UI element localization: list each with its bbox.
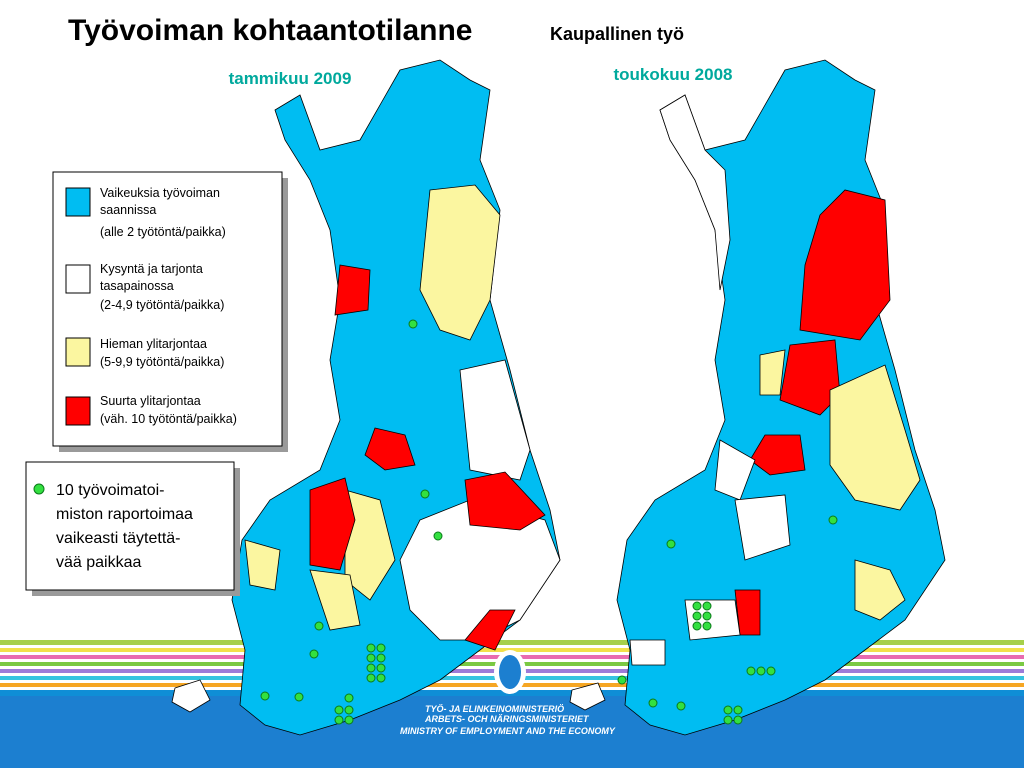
- note-text: 10 työvoimatoi-: [56, 482, 165, 499]
- legend: Vaikeuksia työvoiman saannissa (alle 2 t…: [52, 171, 288, 452]
- island: [569, 682, 606, 711]
- region-red: [334, 264, 371, 316]
- map-label: tammikuu 2009: [229, 69, 352, 88]
- region-red: [464, 471, 546, 531]
- map: [569, 59, 946, 736]
- island: [171, 679, 211, 713]
- legend-text: (5-9,9 työtöntä/paikka): [100, 355, 224, 369]
- region-yellow: [759, 349, 786, 396]
- logo: TYÖ- JA ELINKEINOMINISTERIÖ ARBETS- OCH …: [400, 650, 616, 736]
- legend-text: tasapainossa: [100, 279, 174, 293]
- legend-text: (alle 2 työtöntä/paikka): [100, 225, 226, 239]
- region-white: [734, 494, 791, 561]
- region-red: [464, 609, 516, 651]
- logo-line: TYÖ- JA ELINKEINOMINISTERIÖ: [425, 704, 564, 714]
- legend-text: saannissa: [100, 203, 156, 217]
- legend-text: Vaikeuksia työvoiman: [100, 186, 220, 200]
- region-white: [629, 639, 666, 666]
- title: Työvoiman kohtaantotilanne: [68, 14, 473, 47]
- legend-text: Kysyntä ja tarjonta: [100, 262, 203, 276]
- note-text: vää paikkaa: [56, 554, 141, 571]
- region-red: [734, 589, 761, 636]
- legend-text: (väh. 10 työtöntä/paikka): [100, 412, 237, 426]
- region-yellow: [244, 539, 281, 591]
- region-white: [659, 94, 731, 291]
- note-text: miston raportoimaa: [56, 506, 193, 523]
- region-yellow: [854, 559, 906, 621]
- region-red: [749, 434, 806, 476]
- region-red: [364, 427, 416, 471]
- map-label: toukokuu 2008: [613, 65, 732, 84]
- logo-line: ARBETS- OCH NÄRINGSMINISTERIET: [424, 714, 590, 724]
- dots: [260, 319, 838, 725]
- subtitle: Kaupallinen työ: [550, 24, 684, 44]
- region-yellow: [829, 364, 921, 511]
- logo-line: MINISTRY OF EMPLOYMENT AND THE ECONOMY: [400, 726, 616, 736]
- region-red: [309, 477, 356, 571]
- region-white: [459, 359, 531, 481]
- note: 10 työvoimatoi- miston raportoimaa vaike…: [25, 461, 240, 596]
- map: [171, 59, 561, 736]
- region-red: [799, 189, 891, 341]
- legend-text: (2-4,9 työtöntä/paikka): [100, 298, 224, 312]
- note-text: vaikeasti täytettä-: [56, 530, 181, 547]
- region-yellow: [309, 569, 361, 631]
- legend-text: Hieman ylitarjontaa: [100, 337, 207, 351]
- legend-text: Suurta ylitarjontaa: [100, 394, 201, 408]
- region-yellow: [344, 489, 396, 601]
- region-yellow: [419, 184, 501, 341]
